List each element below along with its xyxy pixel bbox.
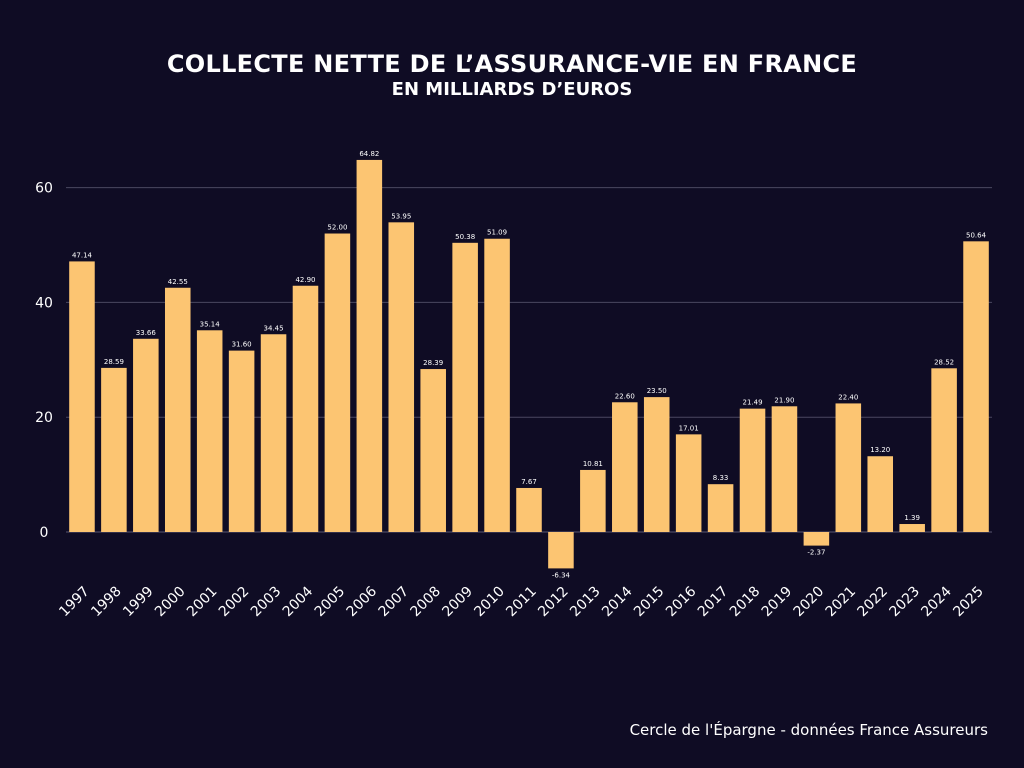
bar-value-label: 33.66	[136, 329, 157, 337]
x-tick-label: 1998	[88, 584, 125, 621]
chart-title: COLLECTE NETTE DE L’ASSURANCE-VIE EN FRA…	[166, 50, 858, 78]
bar	[484, 238, 510, 532]
chart-subtitle: EN MILLIARDS D’EUROS	[391, 79, 633, 100]
bar	[356, 159, 383, 532]
bar	[931, 368, 957, 532]
x-tick-label: 1997	[56, 584, 93, 621]
bar	[803, 532, 830, 546]
bar-value-label: 22.60	[615, 392, 635, 400]
x-tick-label: 2014	[599, 583, 636, 620]
x-tick-label: 2020	[791, 584, 828, 621]
bar	[707, 484, 734, 532]
x-tick-label: 2007	[376, 584, 413, 621]
x-tick-label: 2009	[439, 584, 476, 621]
bar-value-label: 8.33	[713, 474, 729, 482]
bar	[963, 241, 989, 532]
bar	[867, 456, 894, 532]
bar	[675, 434, 702, 532]
bar	[260, 334, 287, 532]
bar	[164, 287, 191, 532]
bar-value-label: 22.40	[838, 393, 858, 401]
x-tick-label: 2017	[695, 584, 732, 621]
bar-value-label: 34.45	[264, 324, 284, 332]
x-tick-label: 2023	[886, 584, 923, 621]
y-tick-label: 20	[35, 410, 53, 426]
x-tick-label: 2011	[503, 584, 540, 621]
x-tick-label: 2015	[631, 584, 668, 621]
y-tick-label: 0	[40, 525, 49, 541]
bar	[69, 261, 95, 532]
bar	[516, 487, 542, 532]
x-tick-label: 2004	[280, 583, 317, 620]
x-tick-label: 2003	[248, 584, 285, 621]
x-tick-label: 2006	[344, 583, 381, 620]
bar	[388, 222, 415, 532]
bar	[324, 233, 351, 532]
bar-value-label: 31.60	[232, 341, 252, 349]
bar-value-label: 53.95	[391, 212, 411, 220]
bar	[228, 350, 255, 532]
bar	[101, 367, 127, 532]
bar	[739, 408, 766, 532]
x-tick-label: 2010	[471, 584, 508, 621]
x-tick-label: 2024	[918, 583, 955, 620]
x-tick-label: 2025	[950, 584, 987, 621]
bar	[580, 469, 606, 532]
bar	[771, 406, 798, 532]
bar	[420, 369, 446, 532]
x-tick-label: 2000	[152, 584, 189, 621]
x-tick-label: 2005	[312, 584, 349, 621]
bar	[196, 330, 223, 532]
bar-value-label: 10.81	[583, 460, 603, 468]
x-tick-label: 2001	[184, 584, 221, 621]
x-tick-label: 2019	[759, 584, 796, 621]
x-tick-label: 2018	[727, 584, 764, 621]
bar	[292, 285, 319, 532]
x-tick-label: 2013	[567, 584, 604, 621]
bar-value-label: 50.64	[966, 231, 987, 239]
bar-value-label: 51.09	[487, 229, 507, 237]
x-tick-label: 2008	[408, 584, 445, 621]
x-tick-label: 2002	[216, 584, 253, 621]
bar-value-label: 42.55	[168, 278, 188, 286]
bar	[133, 338, 159, 532]
x-tick-label: 2022	[855, 584, 892, 621]
bar-value-label: 35.14	[200, 320, 221, 328]
x-tick-label: 2012	[535, 584, 572, 621]
bar-value-label: 64.82	[359, 150, 379, 158]
bar	[899, 524, 925, 532]
bar	[452, 242, 478, 533]
bar-value-label: -6.34	[552, 571, 571, 579]
bar-value-label: 21.49	[742, 399, 762, 407]
y-tick-label: 40	[35, 295, 53, 311]
bar-value-label: 42.90	[295, 276, 315, 284]
bar-value-label: 28.39	[423, 359, 443, 367]
bar-value-label: 13.20	[870, 446, 890, 454]
x-tick-label: 2016	[663, 583, 700, 620]
bar-value-label: 23.50	[647, 387, 667, 395]
bar-value-label: 50.38	[455, 233, 475, 241]
bar-value-label: -2.37	[807, 549, 825, 557]
bar	[612, 402, 638, 532]
bar-value-label: 47.14	[72, 251, 93, 259]
y-tick-label: 60	[35, 181, 53, 197]
bar-value-label: 7.67	[521, 478, 537, 486]
bar-value-label: 52.00	[327, 224, 347, 232]
bar-value-label: 17.01	[679, 424, 699, 432]
bar-value-label: 1.39	[904, 514, 920, 522]
bar	[643, 397, 670, 532]
bar-value-label: 28.59	[104, 358, 124, 366]
bar	[835, 403, 862, 532]
bar-value-label: 28.52	[934, 358, 954, 366]
x-tick-label: 1999	[120, 584, 157, 621]
bar-value-label: 21.90	[774, 396, 794, 404]
source-note: Cercle de l'Épargne - données France Ass…	[629, 721, 988, 739]
x-tick-label: 2021	[823, 584, 860, 621]
bar	[548, 532, 574, 569]
